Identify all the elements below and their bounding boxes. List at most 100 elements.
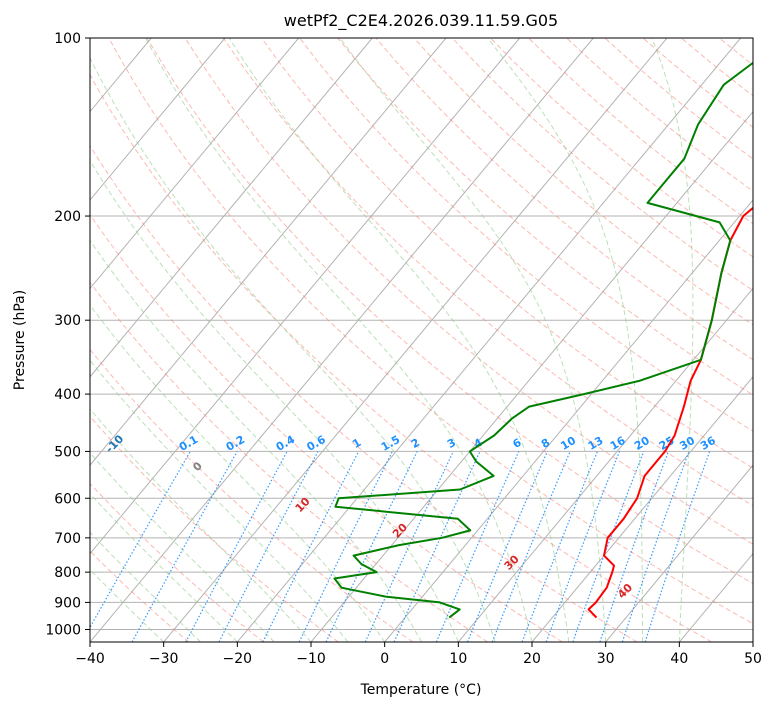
x-tick-label: 50: [744, 651, 762, 667]
mixing-ratio-label: 20: [632, 434, 652, 453]
mixing-ratio-label: 0.2: [224, 433, 247, 454]
x-axis-label: Temperature (°C): [360, 682, 482, 698]
temperature-profile: [587, 206, 753, 619]
isotherm-line: [752, 641, 753, 642]
moist-adiabat: [145, 38, 533, 642]
mixing-ratio-label: 30: [677, 434, 697, 453]
x-tick-label: −40: [75, 651, 105, 667]
dry-adiabat-label: 0: [190, 459, 205, 474]
grid-layer: [0, 38, 775, 642]
isotherm-line: [457, 287, 753, 642]
dry-adiabat: [718, 38, 753, 66]
mixing-ratio-label: 3: [445, 436, 458, 451]
mixing-ratio-line: [599, 451, 670, 642]
isotherm-line: [90, 38, 521, 555]
y-tick-label: 1000: [45, 622, 81, 638]
mixing-ratio-label: 36: [698, 434, 718, 453]
x-tick-label: 0: [380, 651, 389, 667]
dry-adiabat: [90, 415, 339, 642]
y-tick-label: 700: [54, 531, 81, 547]
dry-adiabat: [90, 482, 264, 642]
dry-adiabat: [90, 213, 563, 642]
dry-adiabat: [566, 38, 753, 192]
moist-adiabat: [228, 38, 570, 642]
dry-adiabat: [222, 38, 753, 507]
y-tick-label: 600: [54, 491, 81, 507]
moist-adiabat: [90, 56, 496, 642]
isotherm-line: [90, 38, 594, 642]
x-tick-label: −20: [223, 651, 253, 667]
dry-adiabat: [261, 38, 753, 469]
y-tick-label: 200: [54, 209, 81, 225]
mixing-ratio-line: [521, 451, 598, 642]
mixing-ratio-line: [298, 451, 393, 642]
dry-adiabat: [490, 38, 753, 258]
mixing-ratio-line: [90, 451, 191, 629]
mixing-ratio-label: 2: [409, 436, 422, 451]
dry-adiabat: [108, 38, 753, 625]
mixing-ratio-label: 0.4: [274, 433, 298, 454]
moist-adiabat: [90, 159, 459, 642]
dry-adiabat-label: -20: [15, 398, 38, 421]
moist-adiabat: [487, 38, 643, 642]
moist-adiabat: [90, 492, 238, 642]
isotherm-line: [90, 38, 226, 201]
mixing-ratio-label: 10: [558, 434, 578, 453]
chart-title: wetPf2_C2E4.2026.039.11.59.G05: [284, 11, 558, 31]
y-tick-label: 800: [54, 565, 81, 581]
isotherm-line: [90, 38, 447, 466]
isotherm-line: [605, 464, 753, 642]
isotherm-line: [163, 38, 668, 642]
mixing-ratio-label: 16: [608, 434, 628, 453]
dry-adiabat-label: -10: [103, 432, 126, 455]
isotherm-line: [90, 38, 373, 378]
y-tick-label: 300: [54, 313, 81, 329]
moist-adiabat: [90, 568, 165, 642]
isotherm-line: [90, 38, 300, 290]
moist-adiabat: [90, 452, 275, 642]
mixing-ratio-line: [393, 451, 481, 642]
dry-adiabat-label: 40: [615, 581, 635, 601]
mixing-ratio-line: [491, 451, 571, 642]
isotherm-line: [236, 38, 742, 642]
moist-adiabat: [90, 239, 422, 642]
dry-adiabat: [642, 38, 753, 128]
dry-adiabat: [90, 73, 712, 642]
mixing-ratio-line: [185, 451, 288, 642]
dry-adiabat: [184, 38, 753, 545]
dry-adiabat: [680, 38, 753, 97]
mixing-ratio-label: 0.1: [177, 433, 200, 454]
dry-adiabat: [758, 38, 775, 642]
dry-adiabat: [146, 38, 753, 585]
mixing-ratio-line: [131, 451, 238, 642]
x-tick-label: 10: [449, 651, 467, 667]
moist-adiabat: [90, 304, 386, 642]
mixing-ratio-label: 0.6: [305, 433, 329, 454]
moist-adiabat: [651, 38, 694, 642]
mixing-ratio-line: [435, 451, 520, 642]
moist-adiabat: [90, 531, 201, 642]
y-tick-label: 900: [54, 595, 81, 611]
mixing-ratio-line: [545, 451, 621, 642]
dry-adiabat: [90, 348, 414, 642]
moist-adiabat: [339, 38, 607, 642]
dry-adiabat: [413, 38, 753, 326]
mixing-ratio-line: [218, 451, 319, 642]
mixing-ratio-line: [325, 451, 418, 642]
dry-adiabat: [375, 38, 753, 361]
axis-layer: −40 −30 −20 −10 0 10 20 30 40 5010020030040050060…: [45, 31, 762, 667]
dry-adiabat: [90, 550, 190, 642]
x-tick-label: −30: [149, 651, 179, 667]
moist-adiabat: [90, 359, 349, 642]
isotherm-line: [531, 376, 753, 642]
mixing-ratio-line: [572, 451, 645, 642]
series-layer: [333, 61, 753, 619]
mixing-ratio-label: 1.5: [379, 433, 402, 454]
mixing-ratio-line: [262, 451, 360, 642]
y-axis-label: Pressure (hPa): [12, 290, 28, 390]
mixing-ratio-line: [364, 451, 454, 642]
isotherm-line: [678, 552, 753, 642]
y-tick-label: 500: [54, 444, 81, 460]
isotherm-line: [0, 38, 4, 642]
mixing-ratio-line: [621, 451, 690, 642]
